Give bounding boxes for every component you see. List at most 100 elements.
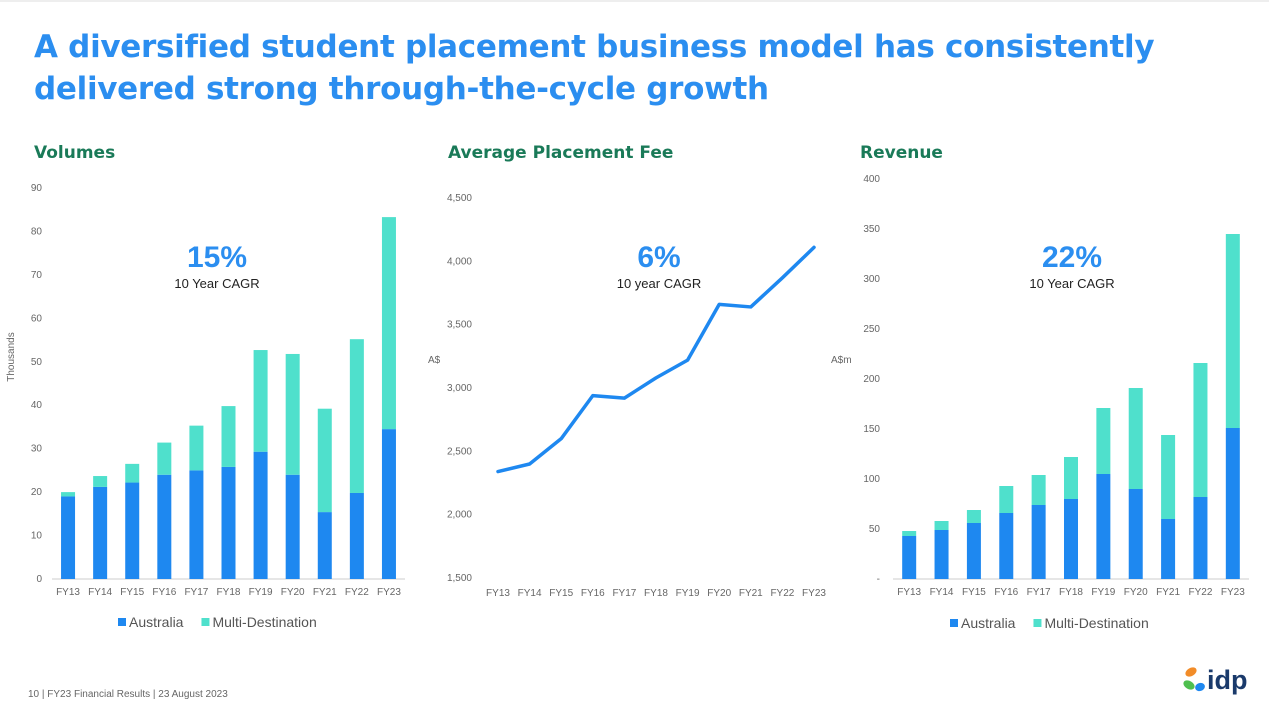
y-tick-label: 10 (31, 531, 43, 542)
bar-multi-destination-fy17 (1031, 475, 1046, 505)
legend-label-multi-destination: Multi-Destination (212, 614, 316, 630)
bar-multi-destination-fy17 (189, 425, 204, 471)
y-tick-label: 350 (863, 224, 880, 235)
x-tick-label: FY19 (676, 588, 700, 599)
x-tick-label: FY17 (184, 587, 208, 598)
y-tick-label: - (877, 574, 880, 585)
placement-fee-chart-title: Average Placement Fee (448, 143, 674, 163)
y-tick-label: 4,000 (447, 256, 472, 267)
x-tick-label: FY16 (994, 587, 1018, 598)
bar-australia-fy23 (381, 429, 396, 579)
bar-multi-destination-fy14 (934, 521, 949, 530)
x-tick-label: FY13 (897, 587, 921, 598)
bar-australia-fy16 (999, 513, 1014, 579)
x-tick-label: FY14 (930, 587, 954, 598)
y-tick-label: 250 (863, 324, 880, 335)
x-tick-label: FY21 (739, 588, 763, 599)
x-tick-label: FY14 (518, 588, 542, 599)
y-tick-label: 50 (869, 524, 881, 535)
bar-australia-fy13 (61, 496, 76, 579)
bar-multi-destination-fy16 (999, 486, 1014, 513)
bar-australia-fy19 (253, 451, 268, 579)
x-tick-label: FY22 (770, 588, 794, 599)
y-tick-label: 400 (863, 174, 880, 185)
y-axis-label: A$m (831, 355, 852, 366)
x-tick-label: FY15 (549, 588, 573, 599)
bar-multi-destination-fy14 (93, 476, 108, 487)
bar-multi-destination-fy20 (285, 353, 300, 475)
x-tick-label: FY23 (377, 587, 401, 598)
bar-multi-destination-fy15 (966, 510, 981, 523)
legend-swatch-australia (950, 619, 958, 627)
bar-multi-destination-fy16 (157, 442, 172, 475)
x-tick-label: FY13 (486, 588, 510, 599)
x-tick-label: FY18 (644, 588, 668, 599)
x-tick-label: FY23 (802, 588, 826, 599)
bar-multi-destination-fy19 (253, 350, 268, 452)
y-tick-label: 1,500 (447, 573, 472, 584)
y-tick-label: 2,500 (447, 446, 472, 457)
bar-australia-fy23 (1225, 428, 1240, 579)
x-tick-label: FY16 (152, 587, 176, 598)
x-tick-label: FY17 (1027, 587, 1051, 598)
y-tick-label: 80 (31, 226, 43, 237)
y-tick-label: 30 (31, 444, 43, 455)
y-tick-label: 4,500 (447, 193, 472, 204)
bar-australia-fy14 (934, 530, 949, 579)
bar-multi-destination-fy18 (221, 406, 236, 467)
legend-swatch-australia (118, 618, 126, 626)
bar-australia-fy18 (1064, 499, 1078, 579)
footer-text: 10 | FY23 Financial Results | 23 August … (28, 689, 228, 700)
y-tick-label: 150 (863, 424, 880, 435)
revenue-chart: - 50 100 150 200 250 300 350 400 FY13 FY14 FY15 FY16… (831, 174, 1249, 631)
bar-multi-destination-fy22 (1193, 363, 1208, 497)
bar-australia-fy21 (1161, 519, 1176, 579)
bar-multi-destination-fy23 (381, 217, 396, 430)
x-tick-label: FY23 (1221, 587, 1245, 598)
bar-australia-fy22 (1193, 497, 1208, 579)
x-tick-label: FY20 (281, 587, 305, 598)
top-divider (0, 0, 1269, 2)
y-tick-label: 3,000 (447, 383, 472, 394)
bar-australia-fy21 (317, 512, 332, 579)
x-tick-label: FY21 (1156, 587, 1180, 598)
revenue-chart-title: Revenue (860, 143, 943, 163)
bar-australia-fy13 (902, 536, 917, 579)
bar-multi-destination-fy18 (1064, 457, 1078, 499)
y-tick-label: 40 (31, 400, 43, 411)
y-axis-label: Thousands (6, 332, 17, 381)
y-tick-label: 2,000 (447, 510, 472, 521)
y-tick-label: 90 (31, 183, 43, 194)
y-tick-label: 50 (31, 357, 43, 368)
x-tick-label: FY20 (1124, 587, 1148, 598)
x-tick-label: FY19 (249, 587, 273, 598)
cagr-value: 6% (637, 241, 680, 274)
y-tick-label: 300 (863, 274, 880, 285)
bar-multi-destination-fy19 (1096, 408, 1111, 474)
legend-swatch-multi-destination (1033, 619, 1042, 627)
legend-label-australia: Australia (961, 615, 1016, 631)
bar-multi-destination-fy13 (902, 531, 917, 536)
x-tick-label: FY19 (1091, 587, 1115, 598)
bar-australia-fy15 (125, 482, 140, 579)
x-tick-label: FY18 (217, 587, 241, 598)
svg-text:idp: idp (1207, 665, 1248, 695)
bar-multi-destination-fy23 (1225, 234, 1240, 428)
bar-multi-destination-fy21 (317, 408, 332, 513)
bar-australia-fy14 (93, 486, 108, 579)
y-tick-label: 60 (31, 313, 43, 324)
bar-australia-fy22 (349, 492, 364, 579)
x-tick-label: FY16 (581, 588, 605, 599)
bar-multi-destination-fy15 (125, 463, 140, 483)
x-tick-label: FY15 (962, 587, 986, 598)
y-tick-label: 20 (31, 487, 43, 498)
cagr-label: 10 year CAGR (617, 276, 702, 291)
bar-multi-destination-fy13 (61, 492, 76, 497)
bar-australia-fy18 (221, 466, 236, 579)
cagr-value: 22% (1042, 241, 1102, 274)
x-tick-label: FY17 (612, 588, 636, 599)
cagr-label: 10 Year CAGR (174, 276, 259, 291)
bar-australia-fy16 (157, 474, 172, 579)
volumes-chart: 0 10 20 30 40 50 60 70 80 90 FY13 FY14 FY15 FY16 FY17 F… (6, 183, 405, 630)
bar-australia-fy19 (1096, 474, 1111, 579)
